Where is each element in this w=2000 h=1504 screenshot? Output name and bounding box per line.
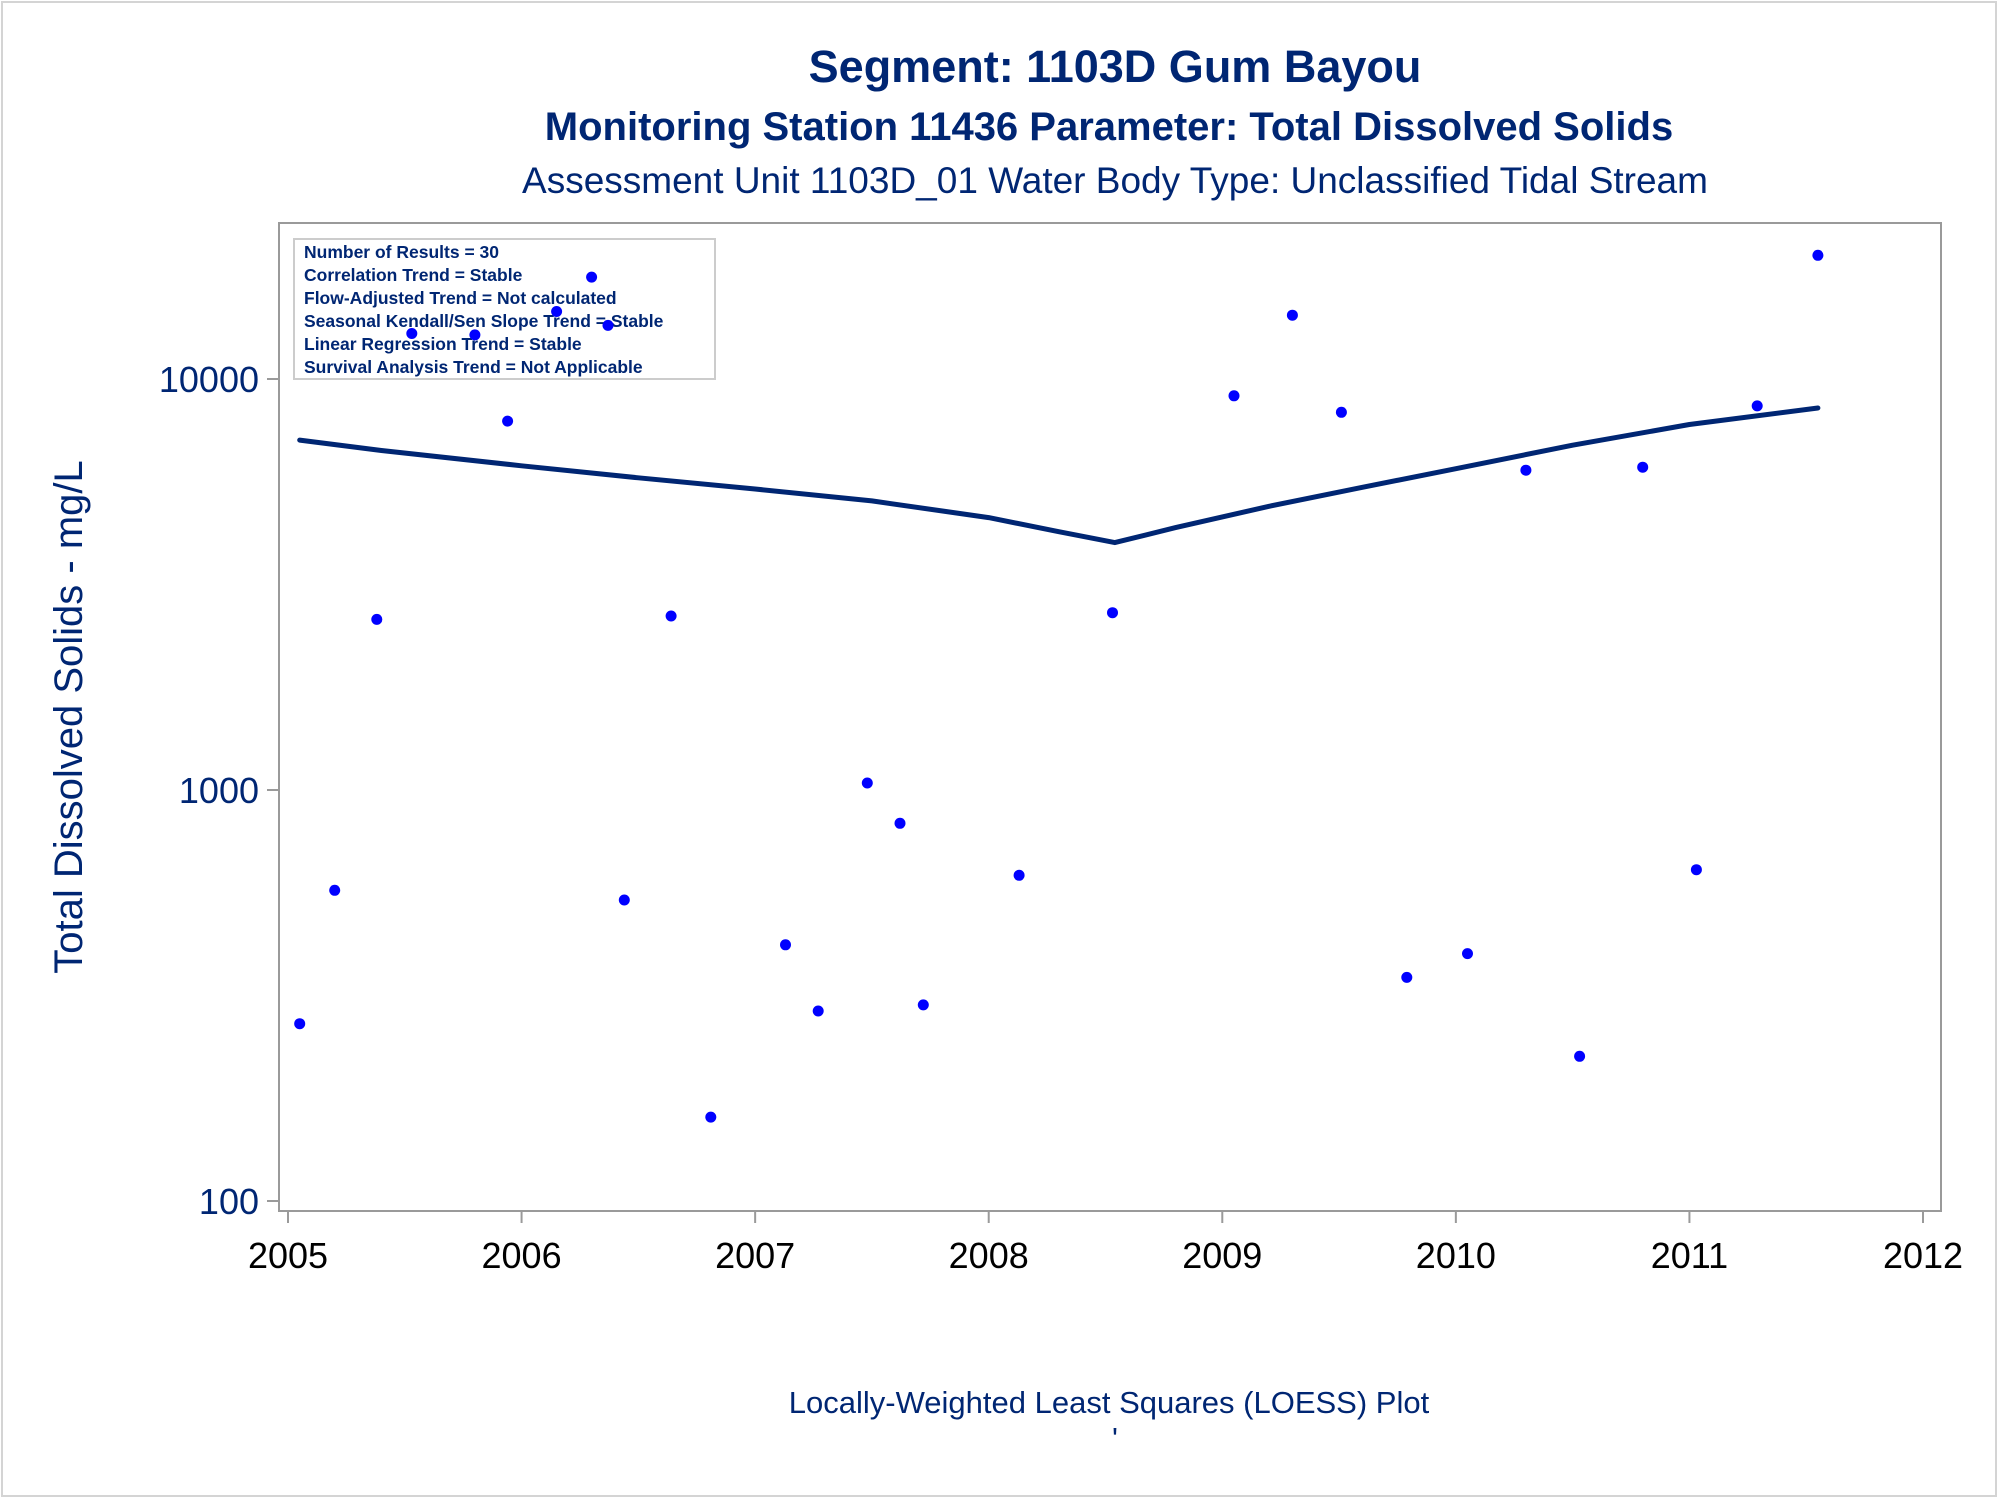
x-axis: 2005 2006 2007 2008 2009 2010 2011 2012 [248, 1211, 1963, 1276]
data-point-10 [665, 610, 677, 622]
data-point-3 [406, 328, 418, 339]
data-point-17 [1013, 869, 1025, 881]
chart-footnote-mark: ' [1112, 1421, 1118, 1456]
x-tick-label-0: 2005 [248, 1235, 328, 1276]
chart-subtitle-2: Assessment Unit 1103D_01 Water Body Type… [522, 160, 1708, 201]
data-point-2 [371, 613, 383, 625]
y-axis-label: Total Dissolved Solids - mg/L [47, 460, 91, 974]
data-point-18 [1107, 607, 1118, 619]
y-tick-label-1: 1000 [179, 770, 259, 811]
data-point-6 [551, 306, 563, 317]
chart-subtitle: Monitoring Station 11436 Parameter: Tota… [545, 105, 1673, 149]
data-point-13 [812, 1005, 824, 1017]
chart-title: Segment: 1103D Gum Bayou [809, 41, 1422, 92]
info-box: Number of Results = 30 Correlation Trend … [293, 238, 716, 380]
data-point-5 [502, 415, 514, 427]
data-point-4 [469, 329, 481, 341]
info-line-5: Survival Analysis Trend = Not Applicable [304, 357, 643, 377]
y-axis: 100 1000 10000 [159, 359, 279, 1222]
data-point-8 [602, 319, 614, 331]
data-point-28 [1751, 400, 1763, 412]
x-tick-label-7: 2012 [1883, 1235, 1963, 1276]
info-box-border [293, 238, 716, 380]
data-point-0 [294, 1018, 306, 1030]
data-point-1 [329, 884, 341, 896]
data-points [294, 249, 1824, 1123]
x-tick-label-1: 2006 [482, 1235, 562, 1276]
info-line-4: Linear Regression Trend = Stable [304, 334, 582, 354]
y-tick-label-0: 100 [199, 1181, 259, 1222]
info-line-3: Seasonal Kendall/Sen Slope Trend = Stabl… [304, 311, 664, 331]
data-point-27 [1690, 864, 1702, 876]
x-tick-label-2: 2007 [715, 1235, 795, 1276]
data-point-22 [1401, 971, 1413, 983]
plot-area [278, 222, 1942, 1212]
data-point-11 [705, 1111, 717, 1123]
x-tick-label-5: 2010 [1416, 1235, 1496, 1276]
loess-chart: Segment: 1103D Gum Bayou Monitoring Stat… [47, 41, 1963, 1456]
data-point-7 [586, 271, 598, 283]
x-tick-label-3: 2008 [949, 1235, 1029, 1276]
data-point-15 [894, 817, 906, 829]
data-point-14 [861, 777, 873, 789]
x-tick-label-4: 2009 [1182, 1235, 1262, 1276]
x-tick-label-6: 2011 [1651, 1235, 1728, 1276]
info-line-0: Number of Results = 30 [304, 242, 499, 262]
data-point-20 [1286, 309, 1298, 321]
data-point-25 [1574, 1050, 1586, 1062]
data-point-23 [1462, 948, 1473, 960]
y-tick-label-2: 10000 [159, 359, 259, 400]
data-point-12 [780, 939, 791, 951]
loess-trend-line [297, 405, 1821, 546]
data-point-9 [618, 894, 630, 906]
data-point-21 [1335, 406, 1347, 418]
loess-line-group [297, 405, 1821, 546]
data-point-19 [1228, 390, 1240, 402]
data-point-16 [917, 999, 929, 1011]
data-point-29 [1812, 249, 1824, 261]
info-line-1: Correlation Trend = Stable [304, 265, 523, 285]
data-point-26 [1637, 461, 1649, 473]
info-line-2: Flow-Adjusted Trend = Not calculated [304, 288, 617, 308]
chart-footnote: Locally-Weighted Least Squares (LOESS) P… [789, 1385, 1430, 1420]
data-point-24 [1520, 464, 1532, 476]
